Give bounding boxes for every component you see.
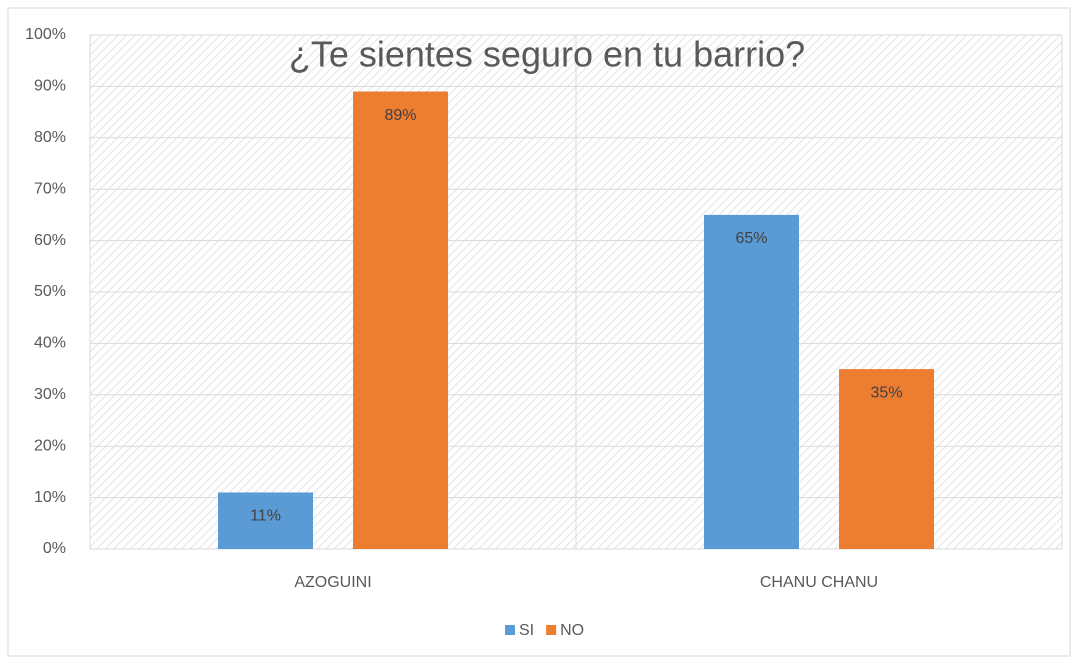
data-label: 35% (870, 384, 902, 401)
y-tick-label: 60% (34, 232, 66, 249)
y-tick-label: 70% (34, 180, 66, 197)
legend-label: NO (560, 622, 584, 639)
bar (839, 369, 934, 549)
y-tick-label: 80% (34, 129, 66, 146)
bar (704, 214, 799, 549)
x-tick-label: CHANU CHANU (760, 574, 878, 591)
data-label: 65% (735, 230, 767, 247)
data-label: 89% (384, 107, 416, 124)
y-tick-label: 40% (34, 335, 66, 352)
y-tick-label: 30% (34, 386, 66, 403)
data-label: 11% (250, 508, 281, 525)
chart-title: ¿Te sientes seguro en tu barrio? (289, 34, 805, 75)
y-tick-label: 10% (34, 489, 66, 506)
legend-swatch (505, 625, 515, 635)
y-tick-label: 0% (43, 540, 66, 557)
y-tick-label: 100% (25, 26, 66, 43)
legend-label: SI (519, 622, 534, 639)
y-tick-label: 50% (34, 283, 66, 300)
y-tick-label: 90% (34, 78, 66, 95)
x-tick-label: AZOGUINI (294, 574, 371, 591)
legend-swatch (546, 625, 557, 635)
bar (353, 91, 448, 549)
y-tick-label: 20% (34, 437, 66, 454)
bar (218, 492, 313, 549)
